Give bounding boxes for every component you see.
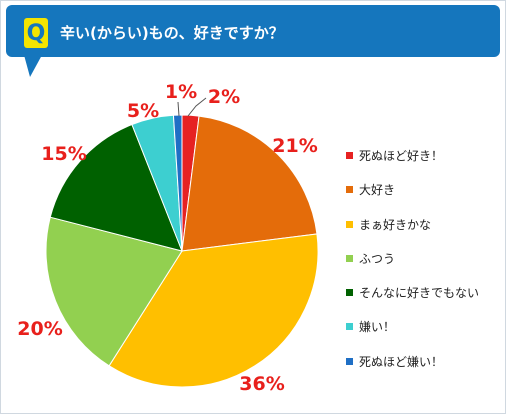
label-leaders	[177, 97, 207, 117]
legend-swatch	[346, 323, 353, 331]
pie-label-6: 5%	[127, 100, 159, 122]
legend-item: 大好き	[346, 182, 501, 198]
pie-slice-7	[172, 114, 183, 252]
pie-slice-4	[45, 216, 183, 367]
pie-slice-5	[49, 123, 183, 252]
speech-bubble-tail	[24, 55, 42, 77]
legend-item: 死ぬほど好き！	[346, 148, 501, 164]
legend-label: まぁ好きかな	[359, 217, 432, 232]
question-header: Q 辛い(からい)もの、好きですか？	[6, 5, 500, 57]
pie-slice-3	[108, 233, 319, 388]
legend-item: まぁ好きかな	[346, 217, 501, 233]
legend-label: 大好き	[359, 183, 396, 198]
chart-legend: 死ぬほど好き！ 大好きまぁ好きかな ふつうそんなに好きでもない 嫌い！ 死ぬほど嫌い！	[346, 148, 501, 388]
question-title: 辛い(からい)もの、好きですか？	[60, 24, 284, 42]
legend-swatch	[346, 220, 353, 228]
legend-swatch	[346, 357, 353, 365]
legend-label: 死ぬほど嫌い！	[359, 354, 444, 369]
legend-item: 死ぬほど嫌い！	[346, 354, 501, 370]
legend-item: ふつう	[346, 251, 501, 267]
legend-label: そんなに好きでもない	[359, 286, 480, 301]
legend-item: 嫌い！	[346, 319, 501, 335]
pie-label-7: 1%	[165, 81, 197, 103]
legend-label: 嫌い！	[359, 320, 396, 335]
legend-item: そんなに好きでもない	[346, 285, 501, 301]
pie-slice-2	[181, 115, 318, 252]
pie-label-2: 21%	[272, 135, 317, 157]
pie-label-3: 36%	[239, 373, 284, 395]
label-leader-line-2	[177, 101, 180, 117]
legend-swatch	[346, 289, 353, 297]
legend-swatch	[346, 254, 353, 262]
pie-chart: 2% 21% 36% 20% 15% 5% 1%	[17, 81, 319, 395]
pie-label-4: 20%	[17, 318, 62, 340]
legend-swatch	[346, 186, 353, 194]
pie-label-5: 15%	[41, 143, 86, 165]
pie-slices	[45, 114, 319, 388]
legend-label: ふつう	[359, 251, 396, 266]
pie-label-1: 2%	[208, 86, 240, 108]
legend-label: 死ぬほど好き！	[359, 149, 444, 163]
question-badge: Q	[24, 18, 48, 48]
legend-swatch	[346, 152, 353, 159]
label-leader-line-1	[187, 97, 207, 117]
pie-labels: 2% 21% 36% 20% 15% 5% 1%	[17, 81, 317, 395]
